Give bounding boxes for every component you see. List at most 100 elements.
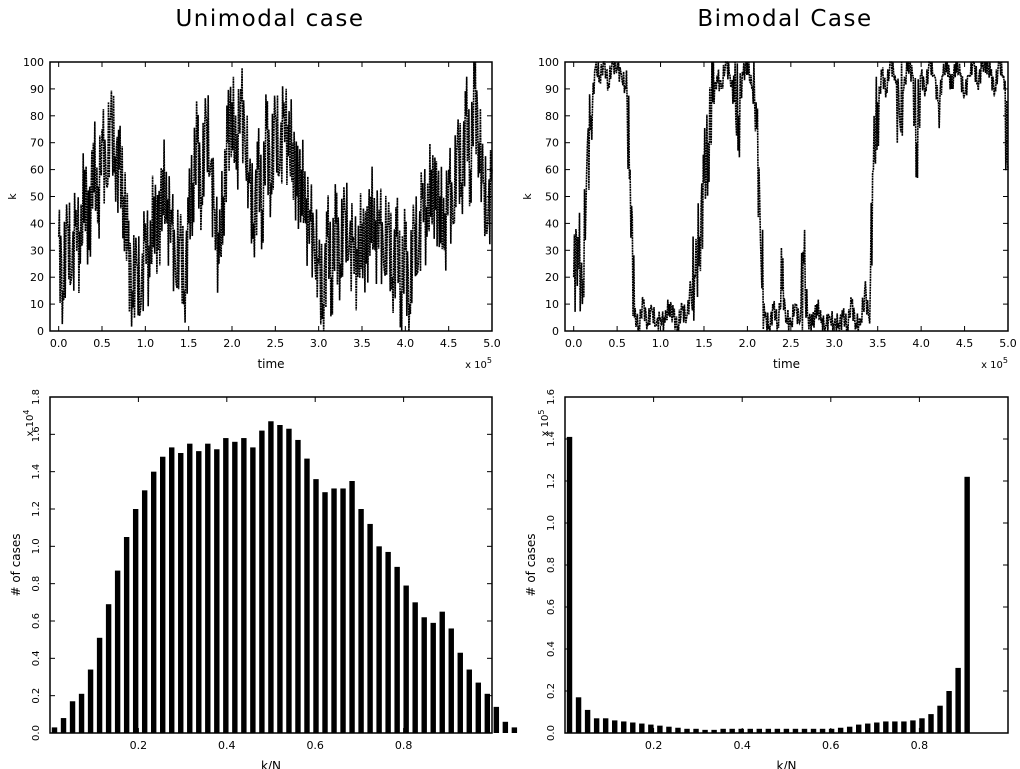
x-tick-label: 0.5	[93, 337, 111, 350]
y-tick-label: 60	[30, 164, 44, 177]
y-tick-label: 40	[545, 217, 559, 230]
histogram-bar	[756, 728, 763, 733]
histogram-bar	[765, 728, 772, 733]
histogram-bar	[430, 622, 436, 733]
y-tick-label: 70	[545, 137, 559, 150]
bimodal-timeseries-chart: 0 10 20 30 40 50 60 70 80 90 100 0.0 0.5 1.0 1.5 2.0 2.5…	[521, 56, 1017, 371]
histogram-bar	[214, 449, 220, 733]
x-tick-label: 2.5	[267, 337, 285, 350]
histogram-bar	[955, 667, 961, 733]
x-tick-label: 0.5	[608, 337, 626, 350]
y-axis-label: k	[6, 193, 19, 200]
histogram-bar	[593, 718, 600, 733]
x-tick-label: 4.0	[397, 337, 415, 350]
x-tick-label: 3.5	[869, 337, 887, 350]
x-tick-label: 0.2	[645, 739, 663, 752]
y-tick-label: 100	[538, 56, 559, 69]
y-tick-label: 1.2	[546, 473, 557, 489]
y-tick-label: 0.2	[31, 688, 42, 704]
histogram-bar	[855, 724, 862, 733]
y-axis-label: # of cases	[524, 533, 538, 596]
histogram-bar	[621, 721, 627, 733]
histogram-bar	[657, 725, 663, 733]
histogram-bar	[439, 611, 445, 733]
y-tick-label: 30	[30, 244, 44, 257]
histogram-bar	[187, 443, 193, 733]
y-tick-label: 80	[545, 110, 559, 123]
histogram-bar	[241, 438, 247, 733]
histogram-bar	[232, 441, 238, 733]
histogram-bar	[123, 537, 130, 733]
histogram-bar	[711, 729, 717, 733]
histogram-bar	[160, 456, 166, 733]
y-tick-label: 50	[545, 191, 559, 204]
histogram-bar	[511, 727, 518, 733]
histogram-bar	[584, 709, 591, 733]
y-tick-label: 0	[37, 325, 44, 338]
histogram-bar	[865, 723, 871, 733]
histogram-bar	[738, 728, 744, 733]
y-tick-label: 1.8	[31, 389, 42, 405]
histogram-bar	[502, 721, 509, 733]
bimodal-histogram-plot-frame	[564, 396, 1009, 734]
x-axis-label: time	[773, 357, 800, 371]
y-tick-label: 80	[30, 110, 44, 123]
histogram-bar	[846, 726, 853, 733]
histogram-bar	[403, 585, 409, 733]
x-tick-label: 3.5	[353, 337, 371, 350]
histogram-bar	[892, 721, 898, 733]
histogram-bar	[331, 488, 337, 733]
histogram-bar	[801, 728, 808, 733]
x-tick-label: 0.4	[733, 739, 751, 752]
histogram-bar	[566, 436, 573, 733]
histogram-bar	[150, 471, 157, 733]
x-tick-label: 2.5	[782, 337, 800, 350]
histogram-bar	[819, 728, 826, 733]
right-column-title: Bimodal Case	[697, 6, 873, 32]
histogram-bar	[376, 546, 382, 733]
histogram-bar	[466, 669, 472, 733]
x-tick-label: 1.0	[137, 337, 155, 350]
y-axis-label: k	[521, 193, 534, 200]
histogram-bar	[223, 438, 229, 733]
histogram-bar	[919, 718, 925, 733]
y-tick-label: 10	[30, 298, 44, 311]
x-tick-label: 1.5	[695, 337, 713, 350]
x-multiplier-label: x 105	[981, 356, 1008, 371]
x-axis-label: k/N	[777, 759, 797, 769]
x-axis-label: k/N	[261, 759, 281, 769]
histogram-bar	[250, 447, 256, 733]
histogram-bar	[51, 727, 58, 733]
histogram-bar	[702, 729, 708, 733]
histogram-bar	[747, 728, 753, 733]
histogram-bar	[774, 728, 781, 733]
x-axis-label: time	[257, 357, 284, 371]
histogram-bar	[901, 721, 907, 733]
y-tick-label: 0.4	[31, 650, 42, 666]
histogram-bar	[810, 728, 817, 733]
y-tick-label: 40	[30, 217, 44, 230]
x-tick-label: 0.6	[306, 739, 324, 752]
histogram-bar	[141, 490, 148, 733]
histogram-bar	[693, 728, 699, 733]
y-tick-label: 70	[30, 137, 44, 150]
x-tick-label: 0.0	[50, 337, 68, 350]
histogram-bar	[602, 718, 609, 733]
histogram-bar	[684, 728, 690, 733]
histogram-bar	[484, 693, 491, 733]
x-tick-label: 0.6	[822, 739, 840, 752]
x-tick-label: 2.0	[739, 337, 757, 350]
y-tick-label: 20	[30, 271, 44, 284]
y-tick-label: 10	[545, 298, 559, 311]
histogram-bar	[828, 728, 835, 733]
unimodal-timeseries-chart: 0 10 20 30 40 50 60 70 80 90 100 0.0 0.5 1.0 1.5 2.0 2.5…	[6, 56, 501, 371]
y-tick-label: 1.4	[31, 464, 42, 480]
x-multiplier-exponent: 5	[1003, 356, 1008, 365]
histogram-bar	[78, 693, 85, 733]
bimodal-timeseries-plot-frame	[564, 61, 1009, 332]
x-tick-label: 4.5	[440, 337, 458, 350]
histogram-bar	[96, 637, 103, 733]
y-multiplier-exponent: 4	[22, 410, 31, 415]
histogram-bar	[196, 451, 202, 733]
